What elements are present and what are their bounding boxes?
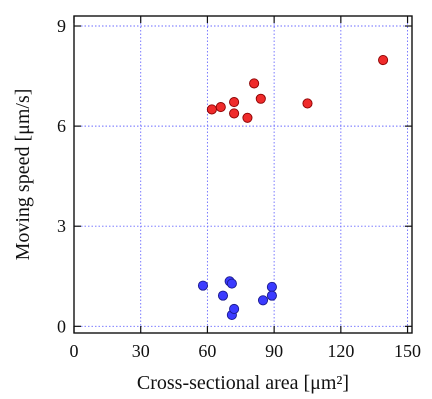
data-point: [215, 102, 226, 113]
data-point: [257, 295, 269, 306]
x-axis-title: Cross-sectional area [μm²]: [137, 372, 349, 394]
x-tick-label: 0: [70, 341, 79, 361]
data-point: [226, 278, 237, 289]
plot-frame: [73, 15, 413, 334]
x-tick-label: 90: [265, 341, 283, 361]
data-point: [217, 290, 229, 301]
data-point: [197, 280, 209, 291]
y-tick-label: 3: [57, 216, 66, 236]
data-point: [249, 78, 260, 89]
x-tick-label: 60: [198, 341, 216, 361]
data-point: [255, 93, 266, 104]
series-1: [197, 276, 277, 321]
x-tick-label: 120: [327, 341, 354, 361]
series-0: [206, 54, 389, 123]
data-point: [266, 281, 277, 293]
y-tick-label: 6: [57, 116, 66, 136]
data-point: [206, 104, 217, 115]
grid-lines: [73, 16, 412, 333]
y-tick-label: 0: [57, 316, 66, 336]
data-point: [266, 290, 277, 301]
x-tick-label: 30: [132, 341, 150, 361]
data-point: [242, 112, 253, 123]
data-point: [229, 97, 240, 108]
data-point: [229, 108, 240, 119]
data-point: [229, 303, 240, 315]
y-axis-title: Moving speed [μm/s]: [12, 89, 34, 261]
data-point: [378, 54, 389, 66]
data-point: [302, 98, 313, 109]
y-tick-label: 9: [57, 16, 66, 36]
x-tick-label: 150: [394, 341, 421, 361]
axis-ticks: 0 30 60 90 120 150 0 3 6 9: [57, 16, 421, 361]
